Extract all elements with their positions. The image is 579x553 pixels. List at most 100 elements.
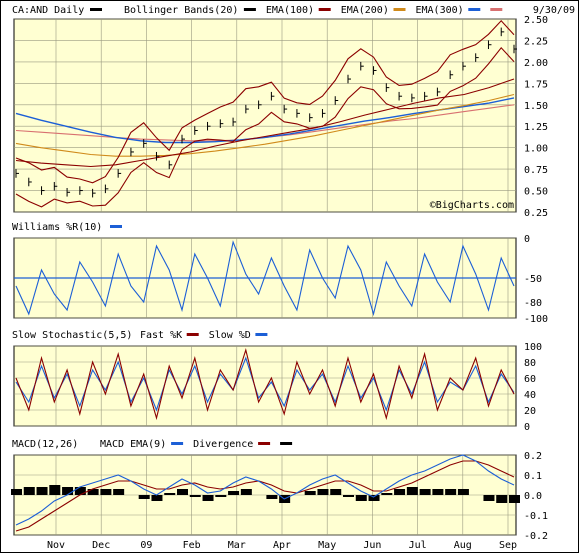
williams-line — [15, 240, 515, 317]
macd-y-tick-label: 0.0 — [524, 491, 542, 502]
macd-y-tick-label: -0.1 — [524, 511, 548, 522]
divergence-bar — [483, 495, 495, 501]
macd-signal-line — [15, 460, 515, 532]
legend-swatch — [393, 8, 406, 11]
divergence-bar — [394, 489, 406, 495]
divergence-bar — [164, 493, 176, 495]
williams-legend-swatch — [110, 225, 122, 228]
divergence-bar — [177, 489, 188, 495]
x-month-label: Jul — [409, 540, 427, 551]
divergence-bar — [330, 489, 342, 495]
williams-y-tick-label: -50 — [524, 274, 542, 285]
stochastic-legend-swatch — [255, 333, 268, 336]
stochastic-legend-swatch — [186, 333, 199, 336]
divergence-bar — [432, 489, 444, 495]
legend-swatch — [468, 8, 481, 11]
williams-y-tick-label: 0 — [524, 234, 530, 245]
price-y-tick-label: 1.25 — [524, 122, 548, 133]
price-y-tick-label: 1.50 — [524, 101, 548, 112]
divergence-bar — [317, 489, 329, 495]
divergence-bar — [215, 495, 227, 497]
stochastic-plot-area — [13, 345, 517, 427]
price-y-tick-label: 2.50 — [524, 15, 548, 26]
price-y-tick-label: 2.00 — [524, 58, 548, 69]
date-label: 9/30/09 — [533, 5, 575, 16]
divergence-bar — [406, 487, 418, 495]
legend-label: EMA(100) — [266, 5, 314, 16]
macd-y-tick-label: 0.1 — [524, 471, 542, 482]
stochastic-legend-label: Fast %K — [140, 330, 182, 341]
x-month-label: Mar — [228, 540, 246, 551]
divergence-bar — [138, 495, 150, 499]
divergence-bar — [509, 495, 520, 503]
divergence-bar — [49, 485, 61, 495]
divergence-bar — [368, 495, 380, 501]
stochastic-y-tick-label: 60 — [524, 374, 536, 385]
divergence-bar — [355, 495, 367, 501]
divergence-bar — [457, 489, 469, 495]
legend-swatch — [318, 8, 331, 11]
x-month-label: May — [318, 540, 336, 551]
divergence-bar — [151, 495, 163, 501]
x-month-label: Nov — [47, 540, 65, 551]
divergence-bar — [343, 495, 354, 497]
watermark: ©BigCharts.com — [430, 200, 514, 211]
stochastic-y-tick-label: 80 — [524, 358, 536, 369]
macd-line — [15, 454, 515, 526]
williams-y-tick-label: -100 — [524, 314, 548, 325]
stochastic-y-tick-label: 40 — [524, 390, 536, 401]
x-month-label: Dec — [92, 540, 110, 551]
legend-swatch — [243, 8, 256, 11]
price-y-tick-label: 0.25 — [524, 208, 548, 219]
price-y-tick-label: 0.50 — [524, 187, 548, 198]
x-month-label: Sep — [499, 540, 517, 551]
macd-y-tick-label: 0.2 — [524, 451, 542, 462]
macd-legend-swatch — [258, 442, 271, 445]
williams-title: Williams %R(10) — [12, 222, 102, 233]
legend-label: Bollinger Bands(20) — [124, 5, 238, 16]
divergence-bar — [419, 489, 431, 495]
williams-y-tick-label: -80 — [524, 298, 542, 309]
price-y-tick-label: 1.00 — [524, 144, 548, 155]
legend-swatch — [490, 8, 503, 11]
divergence-bar — [62, 487, 74, 495]
price-plot-area — [13, 18, 517, 213]
legend-label: EMA(300) — [416, 5, 464, 16]
fast-k-line — [15, 347, 515, 421]
x-month-label: 09 — [140, 540, 152, 551]
divergence-bar — [445, 489, 457, 495]
x-month-label: Apr — [273, 540, 291, 551]
bollinger-lower-line — [15, 46, 515, 208]
ema100-line — [15, 78, 515, 168]
stochastic-y-tick-label: 0 — [524, 422, 530, 433]
divergence-bar — [496, 495, 508, 503]
macd-legend-label: MACD EMA(9) — [100, 439, 166, 450]
stochastic-legend-label: Slow %D — [209, 330, 251, 341]
x-month-label: Aug — [454, 540, 472, 551]
bollinger-upper-line — [15, 19, 515, 184]
divergence-bar — [100, 489, 112, 495]
divergence-bar — [113, 489, 125, 495]
divergence-bar — [87, 489, 99, 495]
divergence-bar — [240, 489, 252, 495]
ema200-line — [15, 93, 515, 157]
macd-legend-swatch — [280, 442, 293, 445]
price-y-tick-label: 2.25 — [524, 36, 548, 47]
price-chart-title: CA:AND Daily — [12, 5, 84, 16]
stochastic-title: Slow Stochastic(5,5) — [12, 330, 132, 341]
divergence-bar — [381, 493, 393, 495]
divergence-bar — [266, 495, 278, 499]
price-y-tick-label: 0.75 — [524, 165, 548, 176]
ema300-line — [15, 97, 515, 144]
x-month-label: Jun — [363, 540, 381, 551]
divergence-bar — [74, 487, 86, 495]
macd-title: MACD(12,26) — [12, 439, 78, 450]
divergence-bar — [202, 495, 214, 501]
divergence-bar — [228, 491, 240, 495]
title-swatch — [90, 8, 102, 11]
divergence-bar — [36, 487, 48, 495]
macd-legend-label: Divergence — [193, 439, 253, 450]
stochastic-y-tick-label: 100 — [524, 342, 542, 353]
divergence-bar — [11, 489, 22, 495]
